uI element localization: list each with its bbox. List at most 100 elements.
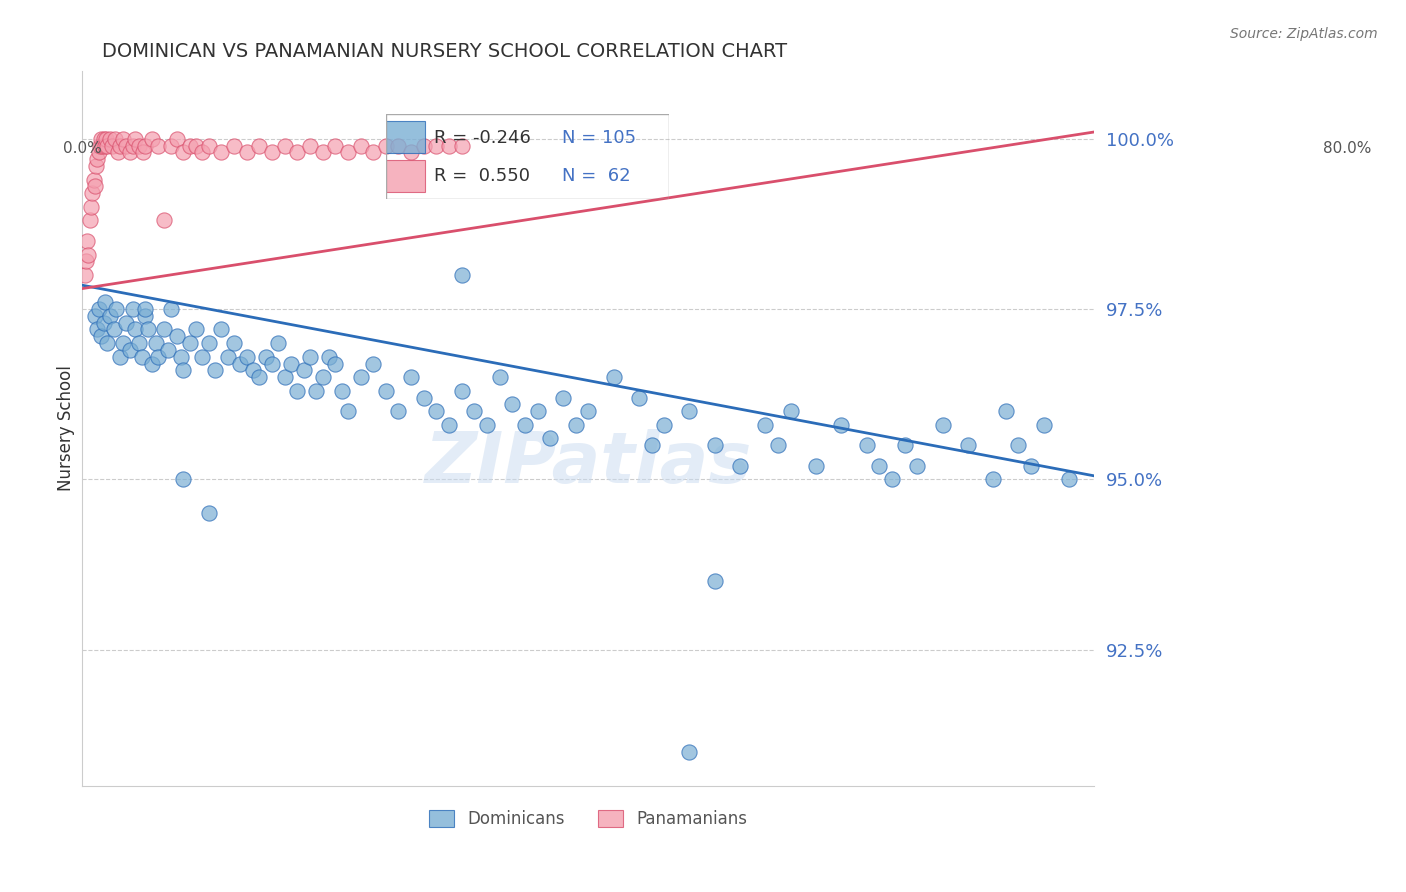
Dominicans — [254, 350, 277, 364]
Dominicans — [134, 301, 156, 316]
Panamanians — [298, 138, 321, 153]
Panamanians — [76, 234, 98, 248]
Panamanians — [89, 138, 111, 153]
Panamanians — [115, 138, 138, 153]
Dominicans — [311, 370, 333, 384]
Dominicans — [170, 350, 193, 364]
Dominicans — [640, 438, 662, 452]
Dominicans — [108, 350, 131, 364]
Panamanians — [83, 179, 105, 194]
Dominicans — [305, 384, 328, 398]
Dominicans — [602, 370, 624, 384]
Panamanians — [450, 138, 472, 153]
Panamanians — [387, 138, 409, 153]
Dominicans — [292, 363, 315, 377]
Dominicans — [450, 268, 472, 282]
Legend: Dominicans, Panamanians: Dominicans, Panamanians — [422, 803, 754, 835]
Dominicans — [222, 336, 245, 351]
Panamanians — [96, 132, 118, 146]
Panamanians — [96, 138, 118, 153]
Dominicans — [209, 322, 232, 336]
Text: 0.0%: 0.0% — [63, 142, 101, 156]
Dominicans — [374, 384, 396, 398]
Dominicans — [855, 438, 877, 452]
Dominicans — [184, 322, 207, 336]
Dominicans — [804, 458, 827, 473]
Dominicans — [463, 404, 485, 418]
Dominicans — [412, 391, 434, 405]
Dominicans — [336, 404, 359, 418]
Panamanians — [349, 138, 371, 153]
Dominicans — [994, 404, 1017, 418]
Panamanians — [166, 132, 188, 146]
Panamanians — [191, 145, 214, 160]
Dominicans — [115, 316, 138, 330]
Panamanians — [374, 138, 396, 153]
Panamanians — [91, 138, 114, 153]
Panamanians — [273, 138, 295, 153]
Panamanians — [84, 159, 107, 173]
Dominicans — [868, 458, 890, 473]
Panamanians — [80, 200, 103, 214]
Panamanians — [437, 138, 460, 153]
Dominicans — [323, 357, 346, 371]
Dominicans — [1032, 417, 1054, 432]
Panamanians — [101, 138, 124, 153]
Dominicans — [267, 336, 290, 351]
Dominicans — [217, 350, 239, 364]
Dominicans — [779, 404, 801, 418]
Dominicans — [1019, 458, 1042, 473]
Panamanians — [209, 145, 232, 160]
Dominicans — [513, 417, 536, 432]
Dominicans — [103, 322, 125, 336]
Dominicans — [564, 417, 586, 432]
Dominicans — [880, 472, 903, 486]
Dominicans — [87, 301, 110, 316]
Dominicans — [197, 507, 219, 521]
Dominicans — [361, 357, 384, 371]
Dominicans — [145, 336, 167, 351]
Dominicans — [285, 384, 308, 398]
Panamanians — [260, 145, 283, 160]
Dominicans — [475, 417, 498, 432]
Dominicans — [141, 357, 163, 371]
Dominicans — [526, 404, 548, 418]
Panamanians — [361, 145, 384, 160]
Dominicans — [501, 397, 523, 411]
Dominicans — [166, 329, 188, 343]
Panamanians — [104, 132, 127, 146]
Dominicans — [280, 357, 302, 371]
Dominicans — [134, 309, 156, 323]
Panamanians — [94, 138, 117, 153]
Dominicans — [1007, 438, 1029, 452]
Panamanians — [336, 145, 359, 160]
Panamanians — [399, 145, 422, 160]
Dominicans — [728, 458, 751, 473]
Dominicans — [96, 336, 118, 351]
Dominicans — [98, 309, 121, 323]
Text: Source: ZipAtlas.com: Source: ZipAtlas.com — [1230, 27, 1378, 41]
Dominicans — [90, 329, 112, 343]
Panamanians — [141, 132, 163, 146]
Dominicans — [437, 417, 460, 432]
Dominicans — [387, 404, 409, 418]
Panamanians — [235, 145, 257, 160]
Panamanians — [79, 213, 101, 227]
Dominicans — [124, 322, 146, 336]
Dominicans — [450, 384, 472, 398]
Dominicans — [120, 343, 142, 357]
Dominicans — [86, 322, 108, 336]
Dominicans — [318, 350, 340, 364]
Panamanians — [87, 145, 110, 160]
Dominicans — [652, 417, 675, 432]
Dominicans — [905, 458, 928, 473]
Panamanians — [134, 138, 156, 153]
Text: DOMINICAN VS PANAMANIAN NURSERY SCHOOL CORRELATION CHART: DOMINICAN VS PANAMANIAN NURSERY SCHOOL C… — [103, 42, 787, 61]
Panamanians — [90, 132, 112, 146]
Dominicans — [197, 336, 219, 351]
Dominicans — [235, 350, 257, 364]
Panamanians — [412, 138, 434, 153]
Dominicans — [191, 350, 214, 364]
Dominicans — [703, 438, 725, 452]
Panamanians — [132, 145, 155, 160]
